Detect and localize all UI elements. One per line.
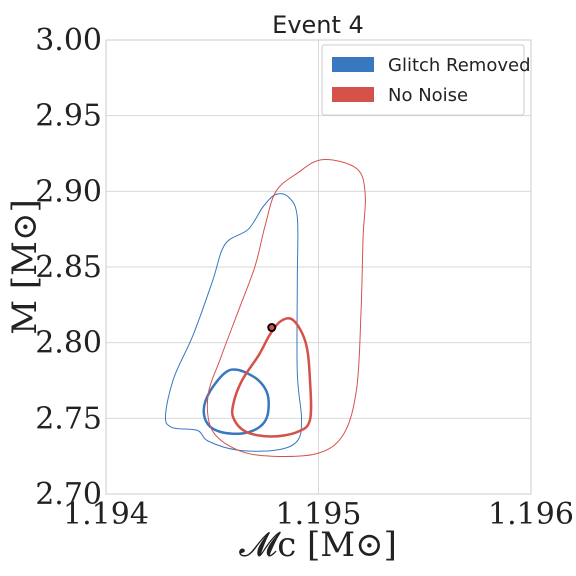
contour-glitch-removed-outer [164, 193, 302, 452]
true-value-marker [267, 323, 277, 333]
contour-no-noise-inner [230, 316, 313, 438]
marker-layer [267, 323, 277, 333]
contour-no-noise-outer [206, 159, 366, 457]
y-tick-label: 2.95 [35, 99, 102, 134]
y-tick-label: 2.80 [35, 326, 102, 361]
y-tick-label: 2.75 [35, 401, 102, 436]
y-tick-label: 3.00 [35, 23, 102, 58]
legend: Glitch Removed No Noise [321, 44, 531, 116]
legend-label-glitch-removed: Glitch Removed [388, 55, 531, 76]
x-tick-label: 1.194 [63, 497, 149, 532]
y-tick-label: 2.90 [35, 174, 102, 209]
y-tick-label: 2.70 [35, 477, 102, 512]
legend-swatch-no-noise [332, 87, 374, 102]
y-axis-label: M [M⊙] [5, 199, 45, 334]
y-tick-label: 2.85 [35, 250, 102, 285]
x-axis-label: 𝓜c [M⊙] [239, 525, 397, 565]
plot-frame [105, 39, 532, 495]
x-tick-label: 1.196 [488, 497, 574, 532]
legend-swatch-glitch-removed [332, 57, 374, 72]
contour-layer [164, 159, 366, 457]
chart-title: Event 4 [272, 11, 364, 39]
y-tick-labels: 2.70 2.75 2.80 2.85 2.90 2.95 3.00 [35, 23, 102, 512]
x-tick-labels: 1.194 1.195 1.196 [63, 497, 574, 532]
legend-label-no-noise: No Noise [388, 85, 468, 106]
x-tick-label: 1.195 [276, 497, 362, 532]
